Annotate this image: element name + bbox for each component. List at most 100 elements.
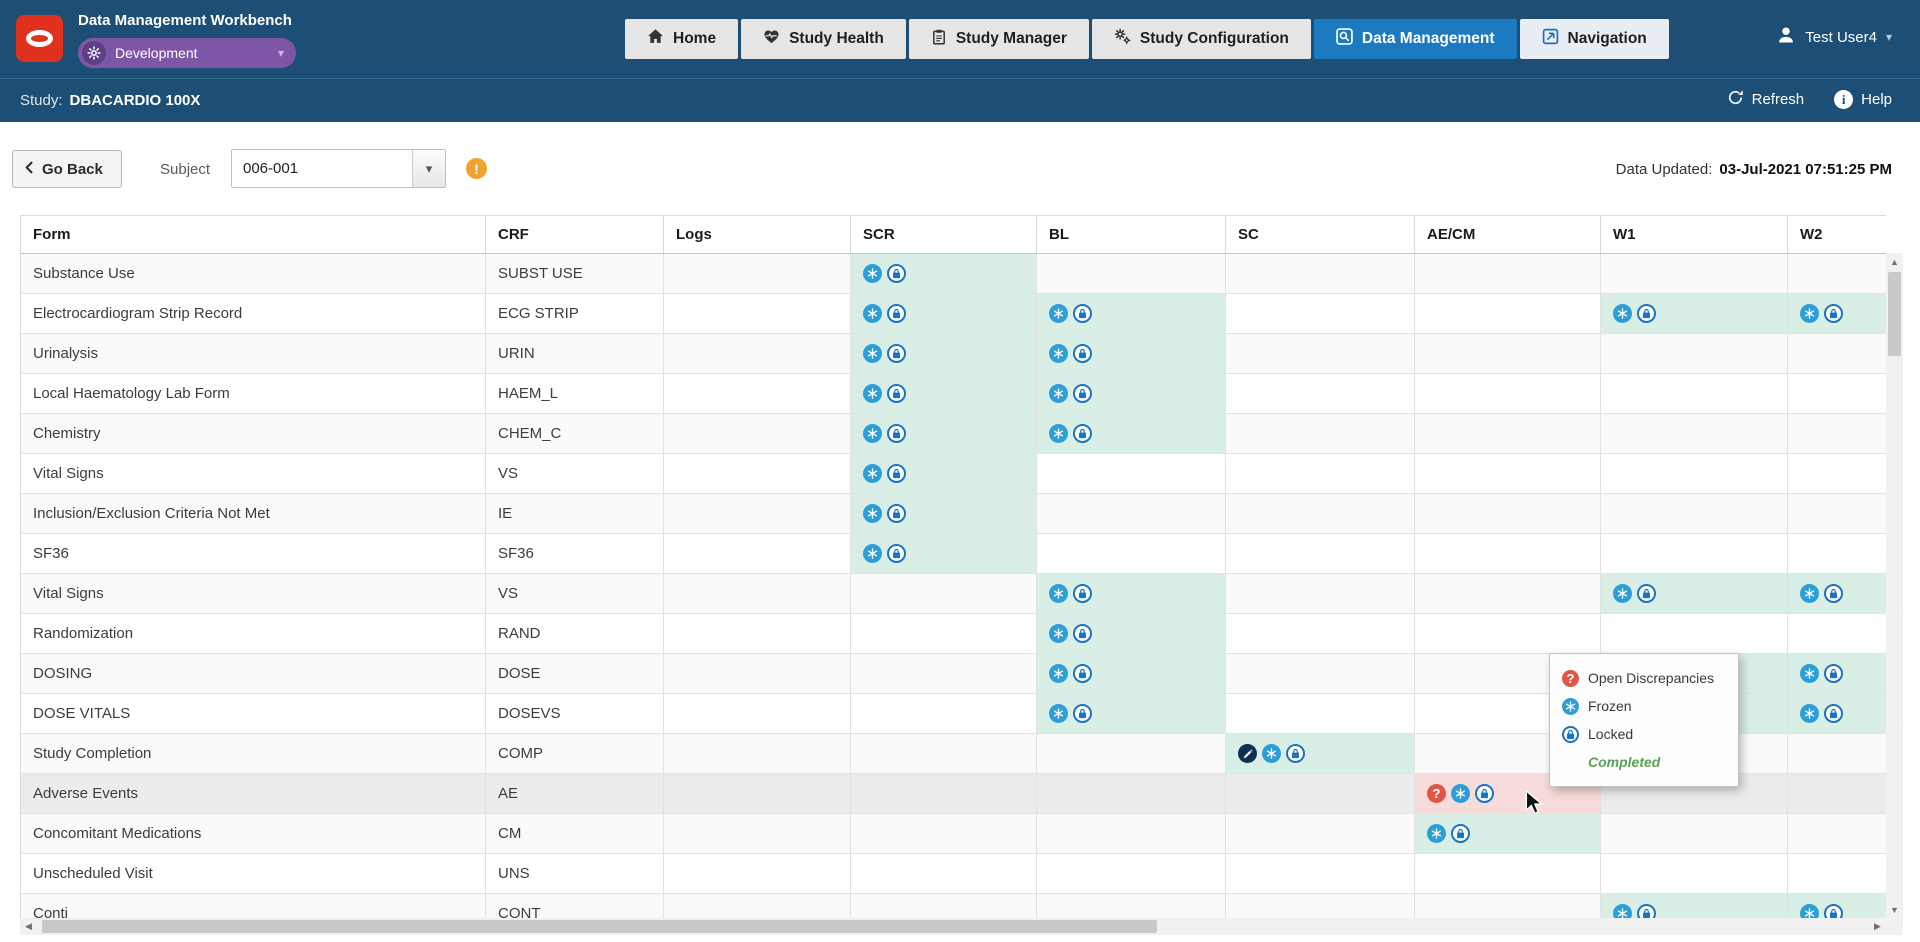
refresh-button[interactable]: Refresh (1727, 89, 1804, 110)
locked-icon[interactable] (1073, 704, 1092, 723)
visit-cell-scr[interactable] (851, 454, 1037, 493)
locked-icon[interactable] (1073, 624, 1092, 643)
dropdown-button[interactable]: ▾ (412, 150, 445, 187)
frozen-icon[interactable] (863, 304, 882, 323)
locked-icon[interactable] (887, 504, 906, 523)
locked-icon[interactable] (1637, 304, 1656, 323)
frozen-icon[interactable] (1800, 704, 1819, 723)
frozen-icon[interactable] (1613, 904, 1632, 918)
visit-cell-w2[interactable] (1788, 574, 1886, 613)
table-row[interactable]: SF36 SF36 (21, 534, 1886, 574)
table-row[interactable]: Adverse Events AE? (21, 774, 1886, 814)
table-row[interactable]: Local Haematology Lab Form HAEM_L (21, 374, 1886, 414)
visit-cell-ae-cm[interactable] (1415, 814, 1601, 853)
warning-icon[interactable]: ! (466, 158, 487, 179)
frozen-icon[interactable] (1049, 584, 1068, 603)
locked-icon[interactable] (1073, 584, 1092, 603)
frozen-icon[interactable] (1451, 784, 1470, 803)
locked-icon[interactable] (887, 264, 906, 283)
frozen-icon[interactable] (1049, 704, 1068, 723)
frozen-icon[interactable] (1049, 664, 1068, 683)
vertical-scroll-thumb[interactable] (1888, 272, 1901, 356)
visit-cell-bl[interactable] (1037, 694, 1226, 733)
go-back-button[interactable]: Go Back (12, 150, 122, 188)
visit-cell-scr[interactable] (851, 414, 1037, 453)
environment-dropdown[interactable]: Development ▾ (78, 38, 296, 68)
tab-study-configuration[interactable]: Study Configuration (1091, 19, 1311, 59)
frozen-icon[interactable] (1049, 344, 1068, 363)
frozen-icon[interactable] (863, 504, 882, 523)
locked-icon[interactable] (887, 544, 906, 563)
table-row[interactable]: Vital Signs VS (21, 454, 1886, 494)
frozen-icon[interactable] (863, 544, 882, 563)
locked-icon[interactable] (1073, 304, 1092, 323)
locked-icon[interactable] (1824, 704, 1843, 723)
scroll-up-icon[interactable]: ▲ (1890, 256, 1899, 267)
frozen-icon[interactable] (1613, 584, 1632, 603)
visit-cell-scr[interactable] (851, 374, 1037, 413)
table-row[interactable]: Conti CONT (21, 894, 1886, 918)
table-row[interactable]: Unscheduled Visit UNS (21, 854, 1886, 894)
table-row[interactable]: Vital Signs VS (21, 574, 1886, 614)
subject-dropdown[interactable]: 006-001 ▾ (231, 149, 446, 188)
frozen-icon[interactable] (1800, 664, 1819, 683)
locked-icon[interactable] (1451, 824, 1470, 843)
locked-icon[interactable] (1073, 664, 1092, 683)
locked-icon[interactable] (1475, 784, 1494, 803)
locked-icon[interactable] (1073, 384, 1092, 403)
frozen-icon[interactable] (1049, 304, 1068, 323)
frozen-icon[interactable] (1800, 584, 1819, 603)
locked-icon[interactable] (1286, 744, 1305, 763)
table-row[interactable]: Chemistry CHEM_C (21, 414, 1886, 454)
visit-cell-scr[interactable] (851, 534, 1037, 573)
scroll-left-icon[interactable]: ◀ (25, 921, 32, 931)
table-row[interactable]: Inclusion/Exclusion Criteria Not Met IE (21, 494, 1886, 534)
table-row[interactable]: Substance Use SUBST USE (21, 254, 1886, 294)
locked-icon[interactable] (887, 344, 906, 363)
locked-icon[interactable] (887, 384, 906, 403)
entry-icon[interactable] (1238, 744, 1257, 763)
locked-icon[interactable] (1637, 904, 1656, 918)
visit-cell-bl[interactable] (1037, 574, 1226, 613)
table-row[interactable]: Randomization RAND (21, 614, 1886, 654)
visit-cell-w2[interactable] (1788, 654, 1886, 693)
visit-cell-scr[interactable] (851, 254, 1037, 293)
frozen-icon[interactable] (1427, 824, 1446, 843)
scroll-right-icon[interactable]: ▶ (1874, 921, 1881, 931)
locked-icon[interactable] (887, 424, 906, 443)
visit-cell-scr[interactable] (851, 294, 1037, 333)
visit-cell-w2[interactable] (1788, 894, 1886, 918)
table-row[interactable]: Concomitant Medications CM (21, 814, 1886, 854)
frozen-icon[interactable] (1613, 304, 1632, 323)
frozen-icon[interactable] (863, 264, 882, 283)
frozen-icon[interactable] (863, 464, 882, 483)
frozen-icon[interactable] (1262, 744, 1281, 763)
locked-icon[interactable] (1824, 304, 1843, 323)
table-row[interactable]: Electrocardiogram Strip Record ECG STRIP (21, 294, 1886, 334)
visit-cell-w1[interactable] (1601, 894, 1788, 918)
tab-data-management[interactable]: Data Management (1313, 19, 1517, 59)
locked-icon[interactable] (1637, 584, 1656, 603)
visit-cell-w1[interactable] (1601, 574, 1788, 613)
locked-icon[interactable] (1824, 904, 1843, 918)
visit-cell-bl[interactable] (1037, 334, 1226, 373)
frozen-icon[interactable] (863, 424, 882, 443)
frozen-icon[interactable] (863, 384, 882, 403)
locked-icon[interactable] (1824, 664, 1843, 683)
discrepancy-icon[interactable]: ? (1427, 784, 1446, 803)
visit-cell-w2[interactable] (1788, 294, 1886, 333)
scroll-down-icon[interactable]: ▼ (1890, 904, 1899, 915)
locked-icon[interactable] (1073, 424, 1092, 443)
table-row[interactable]: Urinalysis URIN (21, 334, 1886, 374)
visit-cell-bl[interactable] (1037, 374, 1226, 413)
locked-icon[interactable] (887, 464, 906, 483)
visit-cell-bl[interactable] (1037, 414, 1226, 453)
frozen-icon[interactable] (1049, 384, 1068, 403)
visit-cell-scr[interactable] (851, 334, 1037, 373)
locked-icon[interactable] (1073, 344, 1092, 363)
tab-study-manager[interactable]: Study Manager (908, 19, 1089, 59)
visit-cell-bl[interactable] (1037, 294, 1226, 333)
vertical-scrollbar[interactable]: ▲ ▼ (1886, 253, 1903, 918)
horizontal-scroll-thumb[interactable] (42, 920, 1157, 933)
frozen-icon[interactable] (1049, 424, 1068, 443)
